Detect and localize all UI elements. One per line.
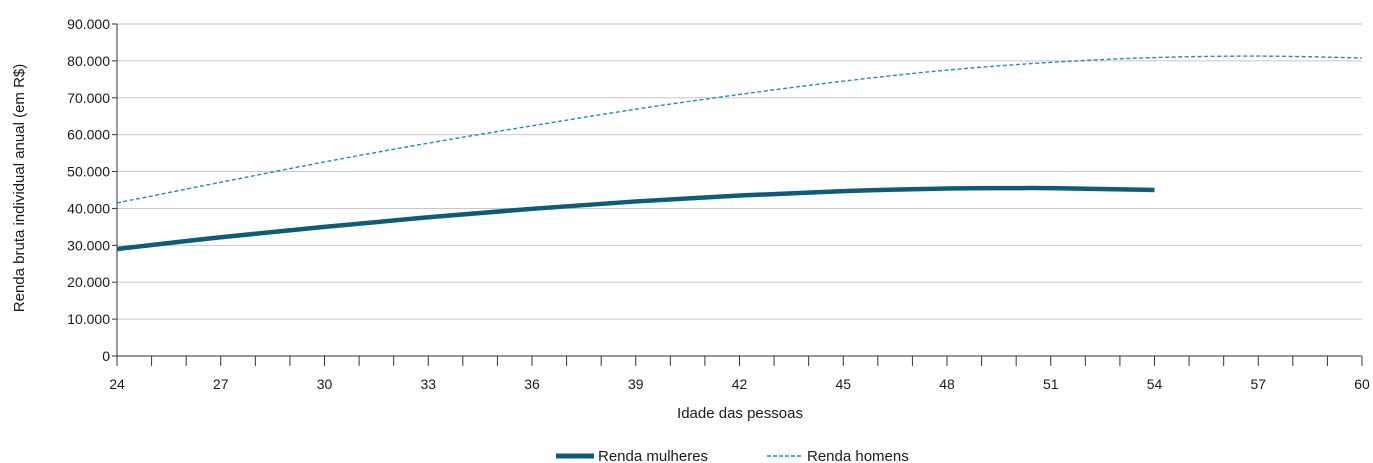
y-tick-label: 60.000 (67, 127, 110, 143)
y-tick-label: 80.000 (67, 53, 110, 69)
x-tick-label: 27 (213, 376, 229, 392)
y-tick-label: 20.000 (67, 274, 110, 290)
legend-label-mulheres: Renda mulheres (598, 448, 708, 463)
series-lines (116, 55, 1363, 252)
x-tick-label: 24 (109, 376, 125, 392)
y-tick-label: 10.000 (67, 311, 110, 327)
legend: Renda mulheres Renda homens (556, 448, 909, 463)
y-tick-label: 50.000 (67, 164, 110, 180)
x-tick-label: 57 (1250, 376, 1266, 392)
y-tick-label: 70.000 (67, 90, 110, 106)
series-line-homens (116, 55, 1363, 204)
x-tick-labels: 24 27 30 33 36 39 42 45 48 51 54 57 60 (109, 356, 1370, 392)
x-tick-label: 42 (732, 376, 748, 392)
y-tick-labels: 0 10.000 20.000 30.000 40.000 50.000 60.000 70.… (67, 16, 117, 364)
y-tick-label: 30.000 (67, 237, 110, 253)
legend-item-mulheres: Renda mulheres (556, 448, 708, 463)
legend-label-homens: Renda homens (807, 448, 909, 463)
x-tick-label: 33 (420, 376, 436, 392)
x-tick-label: 51 (1043, 376, 1059, 392)
series-line-mulheres (116, 185, 1155, 252)
x-tick-label: 48 (939, 376, 955, 392)
gridlines (117, 23, 1362, 320)
x-tick-label: 54 (1147, 376, 1163, 392)
y-tick-label: 90.000 (67, 16, 110, 32)
y-tick-label: 40.000 (67, 200, 110, 216)
x-tick-label: 30 (317, 376, 333, 392)
y-axis-title: Renda bruta individual anual (em R$) (11, 64, 28, 312)
legend-item-homens: Renda homens (767, 448, 909, 463)
y-tick-label: 0 (102, 348, 110, 364)
axes (116, 24, 1362, 357)
x-axis-title: Idade das pessoas (677, 405, 803, 422)
x-tick-label: 36 (524, 376, 540, 392)
x-tick-label: 45 (835, 376, 851, 392)
x-tick-label: 60 (1354, 376, 1370, 392)
x-tick-label: 39 (628, 376, 644, 392)
